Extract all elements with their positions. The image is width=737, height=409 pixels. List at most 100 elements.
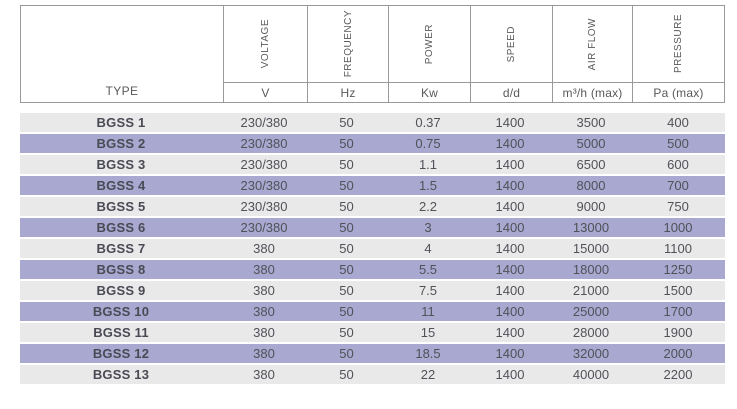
table-row: BGSS 9 380 50 7.5 1400 21000 1500 bbox=[20, 281, 725, 300]
table-row: BGSS 3 230/380 50 1.1 1400 6500 600 bbox=[20, 155, 725, 174]
row-type-label: BGSS 6 bbox=[96, 220, 146, 235]
cell-airflow: 21000 bbox=[572, 283, 610, 298]
row-type-label: BGSS 9 bbox=[96, 283, 146, 298]
cell-pressure: 1250 bbox=[663, 262, 693, 277]
cell-frequency: 50 bbox=[339, 199, 354, 214]
row-type-label: BGSS 12 bbox=[92, 346, 150, 361]
row-type-label: BGSS 2 bbox=[96, 136, 146, 151]
cell-airflow: 15000 bbox=[572, 241, 610, 256]
column-header-voltage: VOLTAGE bbox=[223, 6, 307, 82]
cell-frequency: 50 bbox=[339, 115, 354, 130]
specification-table: TYPE VOLTAGE FREQUENCY POWER SPEED AIR F… bbox=[20, 5, 725, 386]
cell-pressure: 2200 bbox=[663, 367, 693, 382]
type-column-header: TYPE bbox=[105, 84, 139, 98]
cell-voltage: 230/380 bbox=[240, 199, 288, 214]
table-row: BGSS 13 380 50 22 1400 40000 2200 bbox=[20, 365, 725, 384]
cell-speed: 1400 bbox=[495, 304, 525, 319]
row-type-label: BGSS 4 bbox=[96, 178, 146, 193]
cell-airflow: 25000 bbox=[572, 304, 610, 319]
cell-speed: 1400 bbox=[495, 157, 525, 172]
cell-voltage: 380 bbox=[253, 262, 275, 277]
row-type-label: BGSS 5 bbox=[96, 199, 146, 214]
cell-frequency: 50 bbox=[339, 178, 354, 193]
cell-speed: 1400 bbox=[495, 136, 525, 151]
cell-power: 0.75 bbox=[415, 136, 441, 151]
cell-frequency: 50 bbox=[339, 325, 354, 340]
table-row: BGSS 11 380 50 15 1400 28000 1900 bbox=[20, 323, 725, 342]
unit-power: Kw bbox=[388, 82, 470, 102]
cell-voltage: 380 bbox=[253, 241, 275, 256]
cell-pressure: 1000 bbox=[663, 220, 693, 235]
cell-power: 4 bbox=[424, 241, 432, 256]
cell-voltage: 380 bbox=[253, 367, 275, 382]
row-type-label: BGSS 8 bbox=[96, 262, 146, 277]
cell-voltage: 230/380 bbox=[240, 178, 288, 193]
cell-airflow: 5000 bbox=[576, 136, 606, 151]
column-header-frequency-label: FREQUENCY bbox=[342, 10, 354, 78]
cell-pressure: 1700 bbox=[663, 304, 693, 319]
cell-frequency: 50 bbox=[339, 220, 354, 235]
unit-voltage: V bbox=[223, 82, 307, 102]
table-header: TYPE VOLTAGE FREQUENCY POWER SPEED AIR F… bbox=[20, 5, 725, 103]
cell-pressure: 2000 bbox=[663, 346, 693, 361]
table-row: BGSS 6 230/380 50 3 1400 13000 1000 bbox=[20, 218, 725, 237]
cell-speed: 1400 bbox=[495, 283, 525, 298]
row-type-label: BGSS 11 bbox=[93, 325, 149, 340]
cell-frequency: 50 bbox=[339, 367, 354, 382]
cell-airflow: 3500 bbox=[576, 115, 606, 130]
column-header-pressure-label: PRESSURE bbox=[673, 14, 684, 74]
table-row: BGSS 8 380 50 5.5 1400 18000 1250 bbox=[20, 260, 725, 279]
cell-power: 11 bbox=[421, 304, 435, 319]
cell-frequency: 50 bbox=[339, 136, 354, 151]
cell-pressure: 1100 bbox=[664, 241, 692, 256]
cell-speed: 1400 bbox=[495, 115, 525, 130]
cell-speed: 1400 bbox=[495, 178, 525, 193]
cell-power: 0.37 bbox=[415, 115, 441, 130]
cell-airflow: 9000 bbox=[576, 199, 606, 214]
cell-pressure: 700 bbox=[667, 178, 689, 193]
unit-frequency: Hz bbox=[307, 82, 388, 102]
table-rows: BGSS 1 230/380 50 0.37 1400 3500 400 BGSS 2 230/… bbox=[20, 113, 725, 384]
cell-pressure: 1900 bbox=[663, 325, 693, 340]
cell-speed: 1400 bbox=[495, 262, 525, 277]
column-header-speed-label: SPEED bbox=[506, 25, 517, 63]
cell-power: 2.2 bbox=[418, 199, 438, 214]
cell-speed: 1400 bbox=[495, 220, 525, 235]
column-header-airflow: AIR FLOW bbox=[552, 6, 632, 82]
cell-power: 22 bbox=[420, 367, 436, 382]
row-type-label: BGSS 10 bbox=[92, 304, 150, 319]
cell-voltage: 380 bbox=[253, 346, 275, 361]
cell-pressure: 750 bbox=[667, 199, 689, 214]
cell-pressure: 400 bbox=[667, 115, 689, 130]
cell-pressure: 500 bbox=[667, 136, 689, 151]
table-row: BGSS 5 230/380 50 2.2 1400 9000 750 bbox=[20, 197, 725, 216]
cell-voltage: 380 bbox=[253, 304, 275, 319]
column-header-speed: SPEED bbox=[470, 6, 552, 82]
cell-voltage: 230/380 bbox=[240, 136, 288, 151]
cell-frequency: 50 bbox=[339, 157, 354, 172]
cell-power: 1.5 bbox=[418, 178, 438, 193]
cell-power: 3 bbox=[424, 220, 432, 235]
table-row: BGSS 4 230/380 50 1.5 1400 8000 700 bbox=[20, 176, 725, 195]
cell-voltage: 230/380 bbox=[240, 157, 288, 172]
cell-airflow: 18000 bbox=[572, 262, 610, 277]
cell-airflow: 32000 bbox=[572, 346, 610, 361]
cell-speed: 1400 bbox=[495, 367, 525, 382]
cell-power: 7.5 bbox=[418, 283, 438, 298]
cell-voltage: 230/380 bbox=[240, 220, 288, 235]
cell-airflow: 6500 bbox=[576, 157, 606, 172]
cell-pressure: 600 bbox=[667, 157, 689, 172]
cell-power: 15 bbox=[420, 325, 436, 340]
column-header-voltage-label: VOLTAGE bbox=[260, 19, 271, 69]
cell-speed: 1400 bbox=[495, 325, 525, 340]
cell-pressure: 1500 bbox=[663, 283, 693, 298]
unit-airflow: m³/h (max) bbox=[552, 82, 632, 102]
cell-frequency: 50 bbox=[339, 262, 354, 277]
cell-voltage: 380 bbox=[253, 325, 275, 340]
table-row: BGSS 7 380 50 4 1400 15000 1100 bbox=[20, 239, 725, 258]
unit-speed: d/d bbox=[470, 82, 552, 102]
column-header-airflow-label: AIR FLOW bbox=[587, 17, 598, 71]
cell-power: 18.5 bbox=[415, 346, 441, 361]
table-row: BGSS 2 230/380 50 0.75 1400 5000 500 bbox=[20, 134, 725, 153]
row-type-label: BGSS 1 bbox=[96, 115, 146, 130]
